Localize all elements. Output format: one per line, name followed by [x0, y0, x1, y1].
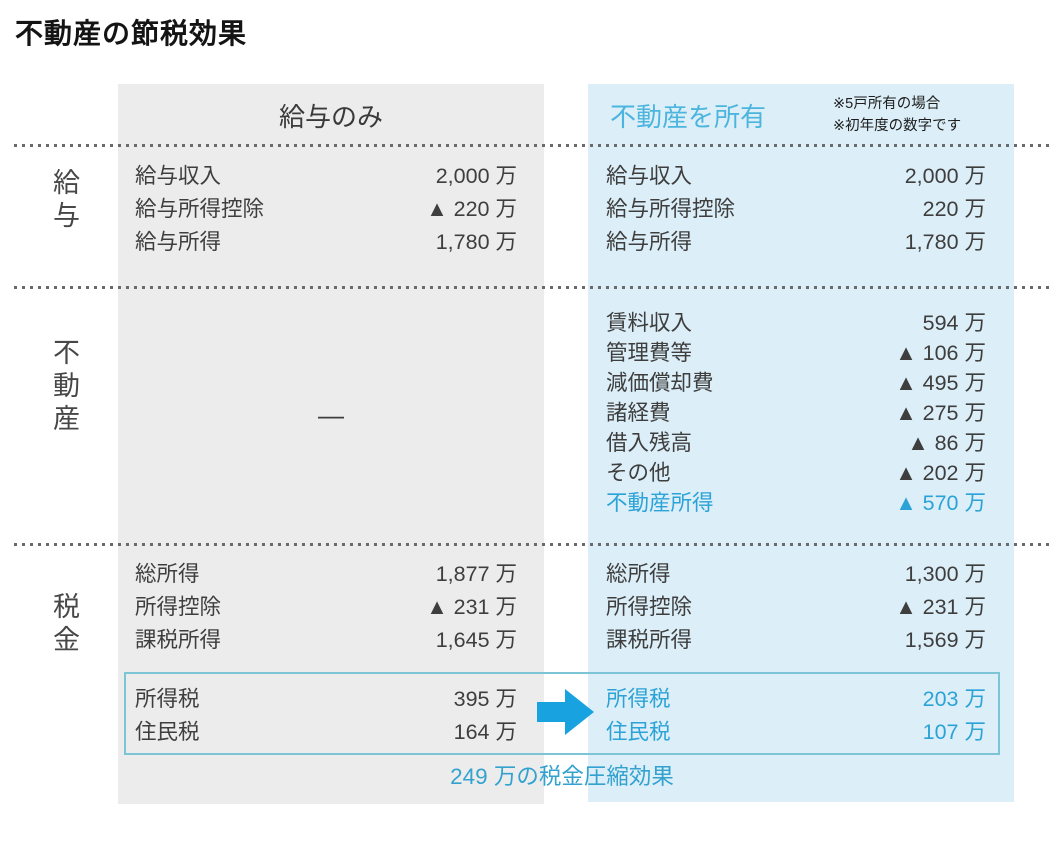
dotted-divider: [14, 286, 1049, 289]
row-value: 220 万: [922, 197, 986, 221]
row-value: ▲ 106 万: [895, 340, 986, 365]
no-property-dash: —: [318, 400, 344, 430]
row-value: 2,000 万: [904, 164, 986, 188]
row-label: 賃料収入: [606, 310, 693, 335]
row-value: 203 万: [922, 687, 986, 711]
table-row: 総所得 1,877 万: [135, 556, 517, 589]
row-value: 1,300 万: [904, 562, 986, 586]
right-tax-section: 総所得 1,300 万 所得控除 ▲ 231 万 課税所得 1,569 万: [606, 556, 986, 655]
page-title: 不動産の節税効果: [15, 18, 248, 49]
row-value: 2,000 万: [435, 164, 517, 188]
row-label: 給与所得: [135, 230, 222, 254]
tax-compression-summary: 249 万の税金圧縮効果: [450, 764, 674, 789]
row-label: 所得控除: [606, 595, 693, 619]
row-value: ▲ 231 万: [426, 595, 517, 619]
table-row: 賃料収入 594 万: [606, 306, 986, 336]
table-row: 管理費等 ▲ 106 万: [606, 336, 986, 366]
table-row: 課税所得 1,645 万: [135, 622, 517, 655]
row-label: 給与所得控除: [606, 197, 736, 221]
table-row: 所得税 395 万: [135, 681, 517, 714]
dotted-divider: [14, 543, 1049, 546]
row-value: 107 万: [922, 720, 986, 744]
table-row: 給与所得 1,780 万: [606, 224, 986, 257]
column-header-salary-only: 給与のみ: [278, 102, 383, 132]
table-row: 所得控除 ▲ 231 万: [135, 589, 517, 622]
left-tax-section: 総所得 1,877 万 所得控除 ▲ 231 万 課税所得 1,645 万: [135, 556, 517, 655]
row-value: ▲ 86 万: [907, 430, 986, 455]
row-value: ▲ 202 万: [895, 460, 986, 485]
footnote-line: ※5戸所有の場合: [833, 96, 941, 112]
row-label: 所得税: [135, 687, 200, 711]
row-group-label-tax: 税金: [49, 592, 79, 658]
right-tax-box-section: 所得税 203 万 住民税 107 万: [606, 681, 986, 747]
property-owned-panel: [588, 84, 1014, 802]
row-label: 給与所得控除: [135, 197, 265, 221]
row-label: 給与収入: [135, 164, 222, 188]
row-label: 所得控除: [135, 595, 222, 619]
dotted-divider: [14, 144, 1049, 147]
row-value: 1,780 万: [904, 230, 986, 254]
row-value: ▲ 570 万: [895, 490, 986, 515]
row-label: 住民税: [606, 720, 671, 744]
table-row: 給与収入 2,000 万: [606, 158, 986, 191]
row-value: ▲ 495 万: [895, 370, 986, 395]
row-label: 借入残高: [606, 430, 693, 455]
row-value: 1,780 万: [435, 230, 517, 254]
row-value: 1,569 万: [904, 628, 986, 652]
row-label: 総所得: [606, 562, 671, 586]
table-row: 減価償却費 ▲ 495 万: [606, 366, 986, 396]
row-label: 不動産所得: [606, 490, 714, 515]
row-group-label-salary: 給与: [49, 168, 79, 234]
table-row: 給与所得 1,780 万: [135, 224, 517, 257]
table-row: 借入残高 ▲ 86 万: [606, 426, 986, 456]
left-tax-box-section: 所得税 395 万 住民税 164 万: [135, 681, 517, 747]
tax-result-box: [124, 672, 1000, 755]
salary-only-panel: [118, 84, 544, 804]
table-row: 課税所得 1,569 万: [606, 622, 986, 655]
row-value: 164 万: [453, 720, 517, 744]
table-row-property-income: 不動産所得 ▲ 570 万: [606, 486, 986, 516]
table-row: 所得税 203 万: [606, 681, 986, 714]
table-row: 所得控除 ▲ 231 万: [606, 589, 986, 622]
table-row: 住民税 164 万: [135, 714, 517, 747]
arrow-right-icon: [537, 687, 594, 737]
row-label: 減価償却費: [606, 370, 714, 395]
column-header-property-owned: 不動産を所有: [610, 102, 767, 132]
table-row: 給与所得控除 ▲ 220 万: [135, 191, 517, 224]
footnote-line: ※初年度の数字です: [833, 118, 962, 134]
row-label: 所得税: [606, 687, 671, 711]
row-label: 給与所得: [606, 230, 693, 254]
row-value: 1,877 万: [435, 562, 517, 586]
table-row: 諸経費 ▲ 275 万: [606, 396, 986, 426]
table-row: 給与所得控除 220 万: [606, 191, 986, 224]
row-label: 管理費等: [606, 340, 693, 365]
row-value: ▲ 220 万: [426, 197, 517, 221]
table-row: 総所得 1,300 万: [606, 556, 986, 589]
table-row: 住民税 107 万: [606, 714, 986, 747]
row-label: 課税所得: [606, 628, 693, 652]
row-value: 1,645 万: [435, 628, 517, 652]
row-value: ▲ 231 万: [895, 595, 986, 619]
row-label: 諸経費: [606, 400, 671, 425]
row-label: 住民税: [135, 720, 200, 744]
row-label: その他: [606, 460, 671, 485]
table-row: 給与収入 2,000 万: [135, 158, 517, 191]
row-label: 課税所得: [135, 628, 222, 652]
row-label: 総所得: [135, 562, 200, 586]
row-value: 594 万: [922, 310, 986, 335]
footnotes: ※5戸所有の場合 ※初年度の数字です: [833, 93, 961, 137]
table-row: その他 ▲ 202 万: [606, 456, 986, 486]
row-value: ▲ 275 万: [895, 400, 986, 425]
row-group-label-property: 不動産: [49, 338, 79, 437]
left-salary-section: 給与収入 2,000 万 給与所得控除 ▲ 220 万 給与所得 1,780 万: [135, 158, 517, 257]
right-property-section: 賃料収入 594 万 管理費等 ▲ 106 万 減価償却費 ▲ 495 万 諸経…: [606, 306, 986, 516]
right-salary-section: 給与収入 2,000 万 給与所得控除 220 万 給与所得 1,780 万: [606, 158, 986, 257]
row-label: 給与収入: [606, 164, 693, 188]
row-value: 395 万: [453, 687, 517, 711]
